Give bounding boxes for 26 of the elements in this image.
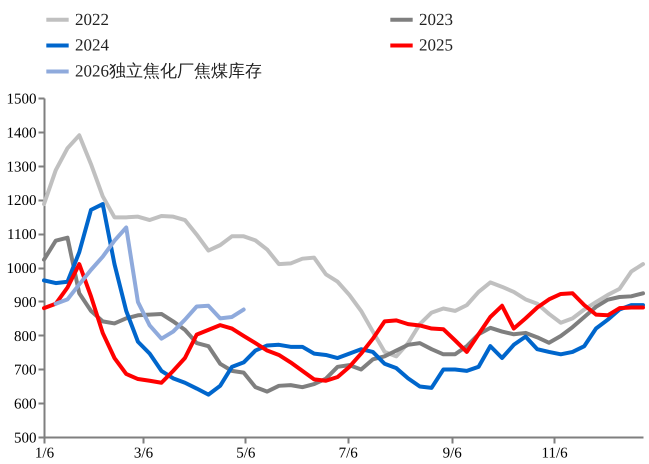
legend-label: 2023 (419, 10, 453, 29)
x-tick-label: 11/6 (542, 446, 568, 462)
legend-label: 2024 (75, 36, 110, 54)
y-tick-label: 700 (14, 362, 36, 379)
line-series (42, 262, 645, 385)
x-tick-label: 5/6 (236, 446, 256, 462)
line-series (42, 133, 645, 358)
legend-label: 2025 (419, 36, 453, 54)
x-tick-label: 1/6 (34, 446, 55, 462)
y-tick-label: 500 (14, 430, 36, 446)
y-tick-label: 1000 (6, 261, 36, 277)
x-tick-label: 9/6 (442, 446, 462, 462)
y-tick-label: 1400 (6, 125, 36, 142)
y-tick-label: 1300 (6, 159, 36, 176)
legend-label: 2026独立焦化厂焦煤库存 (75, 62, 262, 80)
x-tick-label: 3/6 (134, 446, 154, 462)
y-tick-label: 1500 (6, 92, 36, 108)
y-tick-label: 800 (14, 328, 36, 345)
y-tick-label: 900 (14, 294, 36, 311)
y-tick-label: 1100 (7, 227, 36, 244)
line-series (54, 226, 246, 341)
line-series (42, 202, 645, 397)
x-tick-label: 7/6 (338, 446, 358, 462)
legend-label: 2022 (75, 10, 109, 29)
y-tick-label: 600 (14, 396, 36, 413)
y-tick-label: 1200 (6, 193, 36, 210)
